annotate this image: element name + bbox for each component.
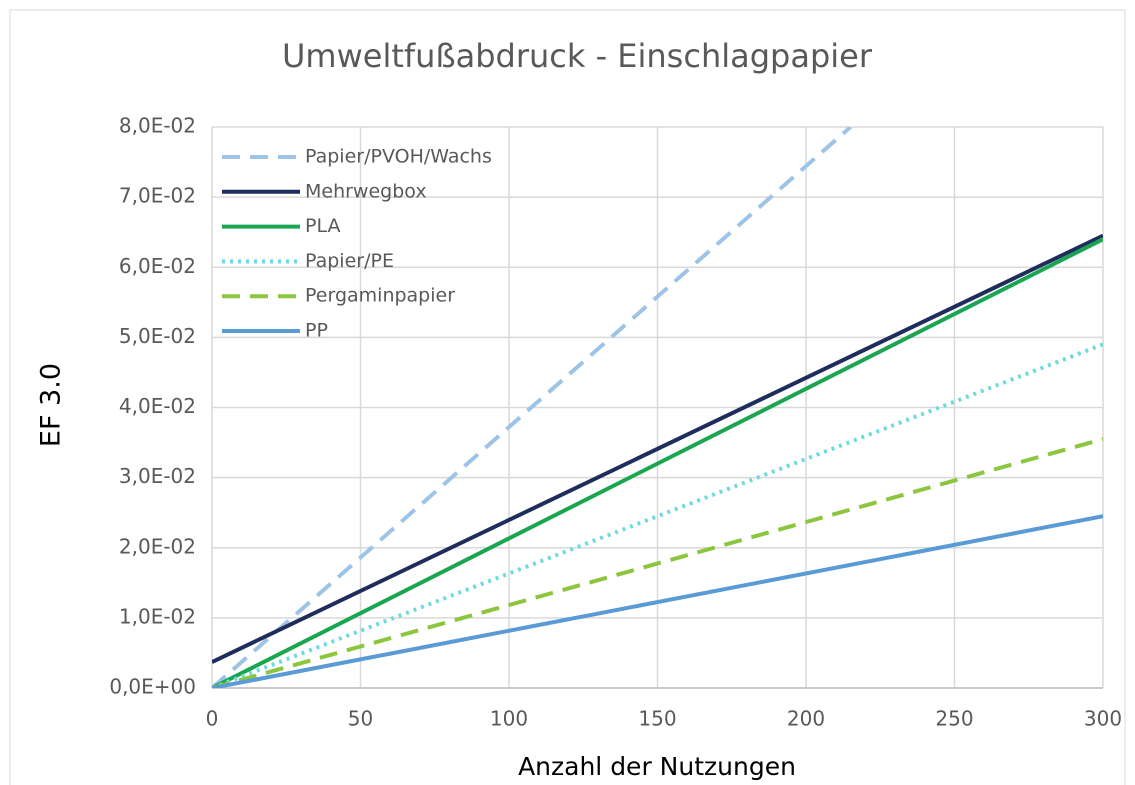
x-tick-label: 0 <box>206 707 219 731</box>
x-tick-label: 250 <box>935 707 973 731</box>
legend-label: Pergaminpapier <box>305 285 455 307</box>
legend-label: Papier/PVOH/Wachs <box>305 146 492 168</box>
legend-label: PP <box>305 320 328 342</box>
chart-border <box>9 9 1126 785</box>
y-tick-label: 6,0E-02 <box>119 254 196 278</box>
legend-label: Mehrwegbox <box>305 180 427 202</box>
plot-lines <box>212 127 1103 688</box>
x-axis-label: Anzahl der Nutzungen <box>518 752 796 781</box>
legend-label: PLA <box>305 215 340 237</box>
x-tick-label: 300 <box>1084 707 1122 731</box>
x-tick-label: 50 <box>348 707 373 731</box>
y-tick-label: 3,0E-02 <box>119 464 196 488</box>
y-axis-label: EF 3.0 <box>36 363 67 447</box>
x-tick-label: 200 <box>787 707 825 731</box>
series-line <box>212 237 1103 688</box>
y-tick-label: 7,0E-02 <box>119 184 196 208</box>
y-tick-label: 8,0E-02 <box>119 114 196 138</box>
y-tick-label: 5,0E-02 <box>119 324 196 348</box>
y-tick-label: 2,0E-02 <box>119 534 196 558</box>
legend-label: Papier/PE <box>305 250 394 272</box>
y-tick-label: 4,0E-02 <box>119 394 196 418</box>
series-line <box>212 437 1103 688</box>
y-tick-label: 0,0E+00 <box>109 675 196 699</box>
chart-title: Umweltfußabdruck - Einschlagpapier <box>282 37 873 75</box>
series-line <box>212 233 1103 664</box>
x-tick-label: 100 <box>490 707 528 731</box>
x-tick-label: 150 <box>638 707 676 731</box>
y-tick-label: 1,0E-02 <box>119 604 196 628</box>
series-line <box>212 514 1103 688</box>
series-line <box>212 127 852 688</box>
